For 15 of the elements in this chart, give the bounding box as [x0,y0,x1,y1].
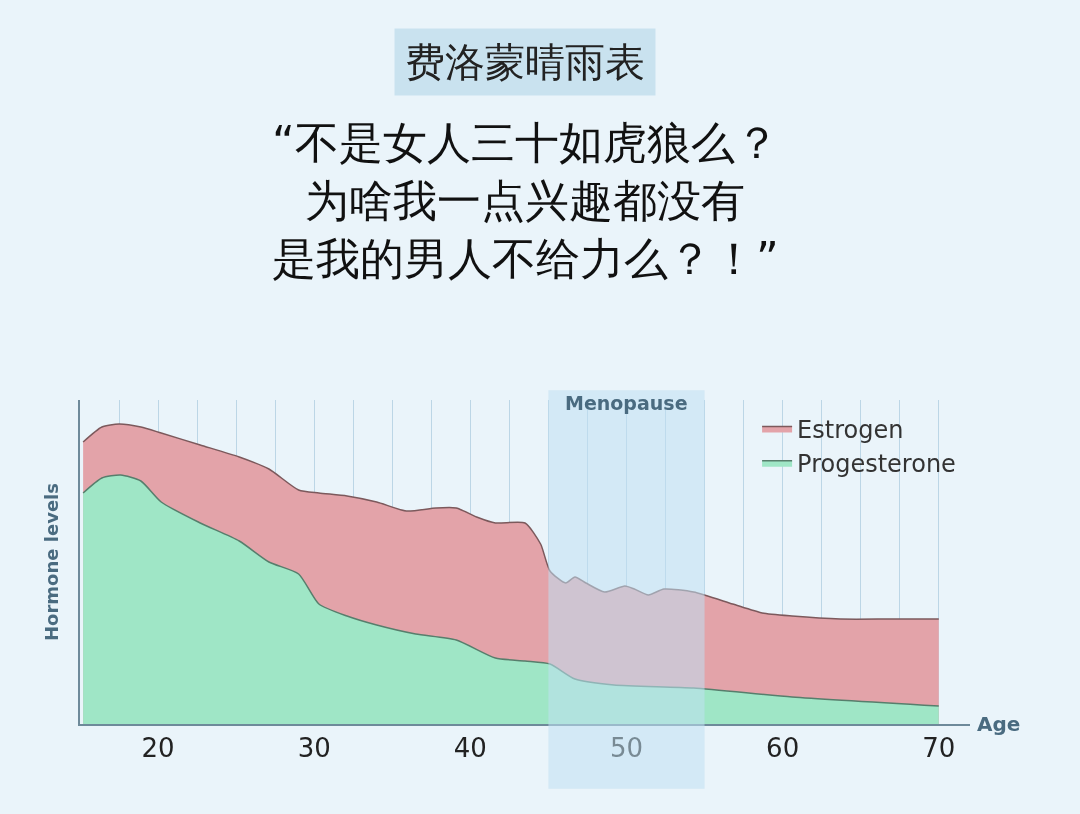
x-tick-label: 50 [609,733,644,764]
x-axis-title: Age [977,712,1021,736]
x-tick-label: 40 [453,733,487,764]
x-tick-label: 20 [141,733,175,764]
text: “不是女人三十如虎狼么？ [272,117,779,168]
x-tick-label: 30 [297,733,331,764]
legend-label: Progesterone [797,450,956,479]
y-axis-title: Hormone levels [40,483,62,641]
chart-title: 费洛蒙晴雨表 [405,39,645,85]
x-tick-label: 60 [766,733,800,764]
text: 是我的男人不给力么？！” [272,233,779,284]
text: 为啥我一点兴趣都没有 [305,175,745,226]
x-tick-label: 70 [922,733,956,764]
band-label: Menopause [565,392,688,414]
legend-label: Estrogen [797,415,904,444]
